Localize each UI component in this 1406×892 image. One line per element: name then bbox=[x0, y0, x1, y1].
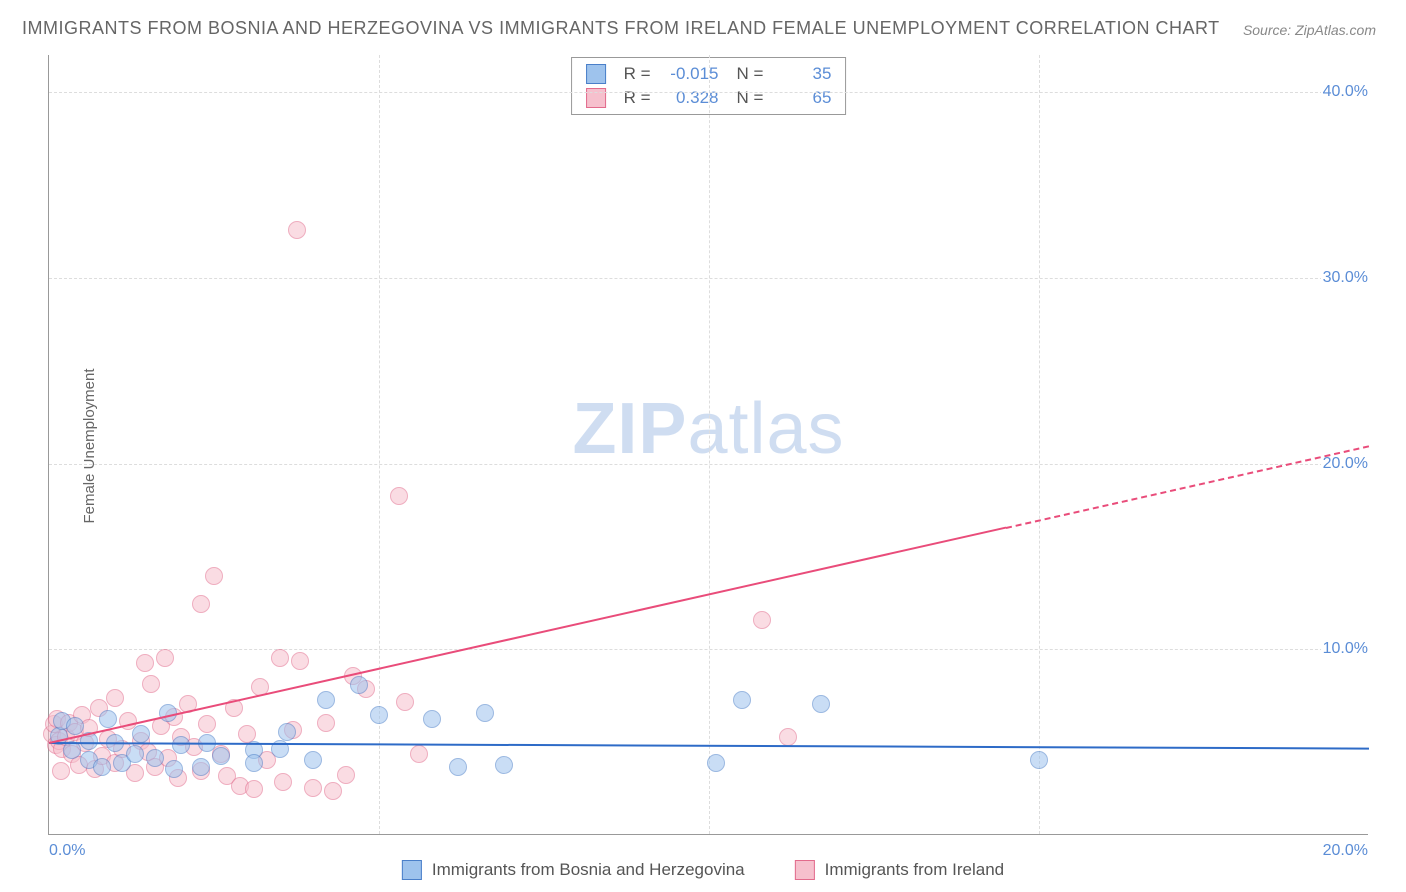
data-point bbox=[238, 725, 256, 743]
data-point bbox=[136, 654, 154, 672]
x-tick-label: 0.0% bbox=[49, 842, 85, 860]
data-point bbox=[324, 782, 342, 800]
data-point bbox=[449, 758, 467, 776]
source-attribution: Source: ZipAtlas.com bbox=[1243, 22, 1376, 38]
legend-item-bosnia: Immigrants from Bosnia and Herzegovina bbox=[402, 860, 745, 880]
legend: Immigrants from Bosnia and Herzegovina I… bbox=[394, 860, 1012, 880]
trend-line-extrapolated bbox=[1006, 445, 1369, 529]
legend-item-ireland: Immigrants from Ireland bbox=[795, 860, 1005, 880]
data-point bbox=[1030, 751, 1048, 769]
data-point bbox=[812, 695, 830, 713]
data-point bbox=[205, 567, 223, 585]
data-point bbox=[198, 715, 216, 733]
data-point bbox=[304, 751, 322, 769]
data-point bbox=[106, 689, 124, 707]
chart-title: IMMIGRANTS FROM BOSNIA AND HERZEGOVINA V… bbox=[22, 18, 1220, 39]
trend-line bbox=[49, 527, 1006, 744]
data-point bbox=[212, 747, 230, 765]
watermark-bold: ZIP bbox=[572, 389, 687, 469]
data-point bbox=[733, 691, 751, 709]
data-point bbox=[192, 758, 210, 776]
stats-n-value: 65 bbox=[781, 86, 831, 110]
data-point bbox=[291, 652, 309, 670]
vertical-gridline bbox=[709, 55, 710, 834]
y-tick-label: 30.0% bbox=[1321, 269, 1370, 287]
stats-n-label: N = bbox=[737, 62, 764, 86]
data-point bbox=[410, 745, 428, 763]
data-point bbox=[423, 710, 441, 728]
data-point bbox=[390, 487, 408, 505]
stats-r-label: R = bbox=[624, 86, 651, 110]
data-point bbox=[172, 736, 190, 754]
watermark-light: atlas bbox=[687, 389, 844, 469]
data-point bbox=[278, 723, 296, 741]
data-point bbox=[707, 754, 725, 772]
data-point bbox=[476, 704, 494, 722]
data-point bbox=[317, 691, 335, 709]
data-point bbox=[495, 756, 513, 774]
stats-n-value: 35 bbox=[781, 62, 831, 86]
vertical-gridline bbox=[1039, 55, 1040, 834]
data-point bbox=[370, 706, 388, 724]
legend-label-ireland: Immigrants from Ireland bbox=[825, 860, 1005, 880]
stats-r-value: 0.328 bbox=[669, 86, 719, 110]
data-point bbox=[93, 758, 111, 776]
data-point bbox=[52, 762, 70, 780]
legend-swatch-bosnia bbox=[402, 860, 422, 880]
data-point bbox=[288, 221, 306, 239]
data-point bbox=[245, 754, 263, 772]
y-tick-label: 10.0% bbox=[1321, 640, 1370, 658]
stats-r-label: R = bbox=[624, 62, 651, 86]
data-point bbox=[165, 760, 183, 778]
stats-swatch bbox=[586, 88, 606, 108]
plot-area: ZIPatlas R = -0.015 N = 35 R = 0.328 N = 65 10.… bbox=[48, 55, 1368, 835]
data-point bbox=[156, 649, 174, 667]
legend-swatch-ireland bbox=[795, 860, 815, 880]
data-point bbox=[142, 675, 160, 693]
data-point bbox=[126, 745, 144, 763]
y-tick-label: 20.0% bbox=[1321, 455, 1370, 473]
data-point bbox=[350, 676, 368, 694]
stats-swatch bbox=[586, 64, 606, 84]
data-point bbox=[146, 749, 164, 767]
data-point bbox=[192, 595, 210, 613]
data-point bbox=[753, 611, 771, 629]
stats-r-value: -0.015 bbox=[669, 62, 719, 86]
legend-label-bosnia: Immigrants from Bosnia and Herzegovina bbox=[432, 860, 745, 880]
data-point bbox=[337, 766, 355, 784]
data-point bbox=[271, 649, 289, 667]
y-tick-label: 40.0% bbox=[1321, 83, 1370, 101]
data-point bbox=[274, 773, 292, 791]
data-point bbox=[304, 779, 322, 797]
stats-n-label: N = bbox=[737, 86, 764, 110]
data-point bbox=[245, 780, 263, 798]
data-point bbox=[132, 725, 150, 743]
data-point bbox=[317, 714, 335, 732]
data-point bbox=[66, 717, 84, 735]
data-point bbox=[99, 710, 117, 728]
data-point bbox=[396, 693, 414, 711]
x-tick-label: 20.0% bbox=[1323, 842, 1368, 860]
data-point bbox=[779, 728, 797, 746]
